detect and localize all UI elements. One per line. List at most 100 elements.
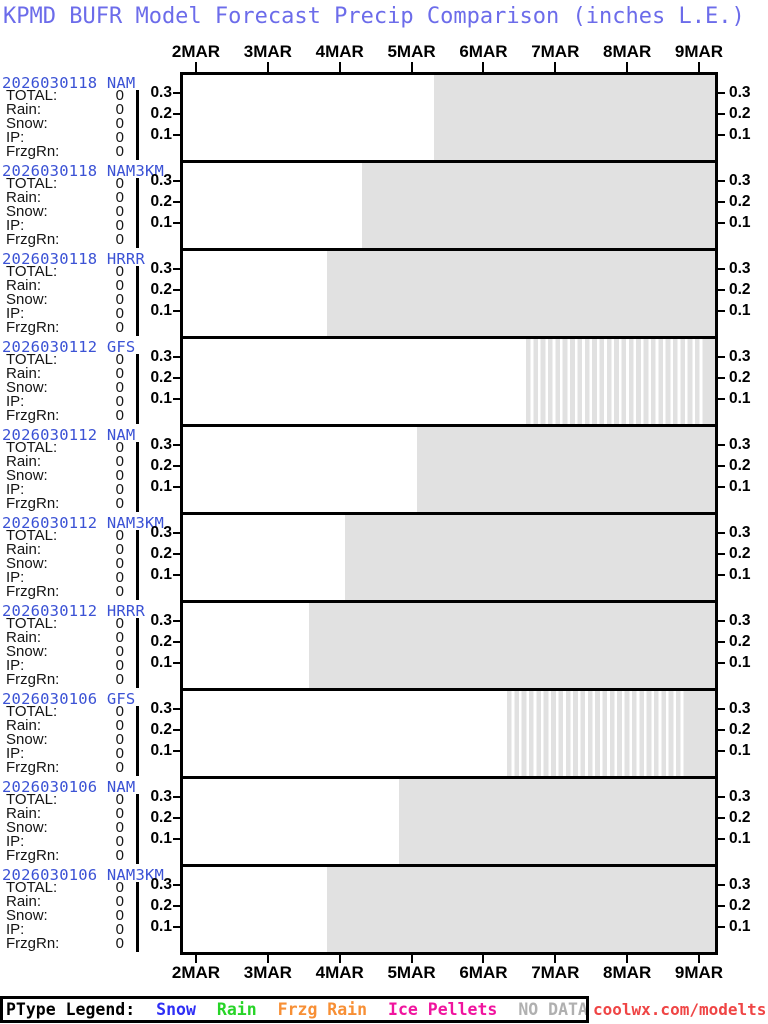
stat-row: IP: 0 (6, 218, 124, 233)
y-tick-right (718, 289, 725, 291)
panel-plot-frame (180, 600, 718, 691)
stat-row: Snow: 0 (6, 732, 124, 747)
stat-label: IP: (6, 129, 25, 146)
y-tick-left (173, 641, 180, 643)
stat-value: 0 (115, 555, 124, 572)
stat-value: 0 (115, 759, 124, 776)
no-data-region (687, 691, 715, 776)
y-tick-right (718, 444, 725, 446)
x-axis-tick (266, 62, 269, 72)
stats-divider-bar (136, 618, 139, 688)
y-tick-left (173, 310, 180, 312)
y-tick-left (173, 113, 180, 115)
stat-row: TOTAL: 0 (6, 352, 124, 367)
stat-row: FrzgRn: 0 (6, 936, 124, 951)
stat-label: TOTAL: (6, 263, 58, 280)
stat-label: TOTAL: (6, 87, 58, 104)
stat-label: IP: (6, 393, 25, 410)
stat-value: 0 (115, 847, 124, 864)
y-tick-right (718, 884, 725, 886)
x-axis-tick (195, 62, 197, 72)
panel-plot-frame (180, 688, 718, 779)
y-tick-right (718, 92, 725, 94)
no-data-region (417, 427, 715, 512)
stat-row: Snow: 0 (6, 292, 124, 307)
y-tick-label-left: 0.2 (150, 721, 172, 738)
y-tick-left (173, 708, 180, 710)
stat-row: Snow: 0 (6, 380, 124, 395)
y-tick-label-right: 0.3 (729, 876, 751, 893)
stat-row: IP: 0 (6, 394, 124, 409)
stat-label: Snow: (6, 291, 48, 308)
stat-label: Rain: (6, 541, 42, 558)
stat-row: Rain: 0 (6, 366, 124, 381)
run-label: 2026030112 NAM3KM (2, 514, 165, 532)
y-tick-right (718, 377, 725, 379)
panel-row-2026030112-hrrr: 2026030112 HRRR TOTAL: 0 Rain: 0 Snow: 0 IP: 0 Fr… (0, 600, 768, 691)
y-tick-label-left: 0.2 (150, 809, 172, 826)
y-tick-label-right: 0.2 (729, 281, 751, 298)
stats-divider-bar (136, 882, 139, 952)
y-tick-left (173, 796, 180, 798)
stat-value: 0 (115, 453, 124, 470)
y-tick-label-right: 0.1 (729, 302, 751, 319)
stat-label: IP: (6, 657, 25, 674)
stat-value: 0 (115, 569, 124, 586)
x-axis-label: 5MAR (387, 42, 436, 61)
stat-row: IP: 0 (6, 746, 124, 761)
stats-divider-bar (136, 706, 139, 776)
y-tick-left (173, 465, 180, 467)
stat-label: Rain: (6, 101, 42, 118)
stat-value: 0 (115, 703, 124, 720)
no-data-region (362, 163, 715, 248)
stat-label: FrzgRn: (6, 495, 60, 512)
x-axis-label: 2MAR (171, 42, 221, 61)
y-tick-right (718, 113, 725, 115)
x-axis-tick (482, 955, 485, 963)
y-tick-label-left: 0.3 (150, 612, 172, 629)
stats-divider-bar (136, 530, 139, 600)
stat-value: 0 (115, 393, 124, 410)
stat-row: IP: 0 (6, 834, 124, 849)
y-tick-label-right: 0.3 (729, 612, 751, 629)
stat-value: 0 (115, 203, 124, 220)
stat-label: TOTAL: (6, 791, 58, 808)
y-tick-label-left: 0.1 (150, 126, 172, 143)
panel-plot-frame (180, 72, 718, 163)
stat-label: FrzgRn: (6, 143, 60, 160)
x-axis-label: 9MAR (674, 42, 724, 61)
y-tick-label-left: 0.3 (150, 700, 172, 717)
y-tick-label-left: 0.1 (150, 566, 172, 583)
y-tick-label-left: 0.2 (150, 457, 172, 474)
stat-value: 0 (115, 263, 124, 280)
stat-row: Rain: 0 (6, 806, 124, 821)
stat-label: Rain: (6, 893, 42, 910)
stat-value: 0 (115, 791, 124, 808)
y-tick-right (718, 574, 725, 576)
y-tick-label-right: 0.2 (729, 105, 751, 122)
y-tick-label-right: 0.2 (729, 897, 751, 914)
x-axis-label: 3MAR (243, 42, 292, 61)
stats-divider-bar (136, 178, 139, 248)
stat-row: Rain: 0 (6, 454, 124, 469)
y-tick-label-left: 0.3 (150, 84, 172, 101)
stat-row: FrzgRn: 0 (6, 672, 124, 687)
panel-row-2026030112-nam3km: 2026030112 NAM3KM TOTAL: 0 Rain: 0 Snow: 0 IP: 0… (0, 512, 768, 603)
panel-row-2026030106-gfs: 2026030106 GFS TOTAL: 0 Rain: 0 Snow: 0 IP: 0 Frz… (0, 688, 768, 779)
x-axis-tick (410, 62, 413, 72)
y-tick-right (718, 532, 725, 534)
y-tick-label-right: 0.1 (729, 654, 751, 671)
stat-label: FrzgRn: (6, 847, 60, 864)
stat-label: Snow: (6, 115, 48, 132)
y-tick-label-right: 0.2 (729, 721, 751, 738)
y-tick-label-right: 0.3 (729, 260, 751, 277)
stat-value: 0 (115, 717, 124, 734)
stat-row: Snow: 0 (6, 468, 124, 483)
stat-row: TOTAL: 0 (6, 528, 124, 543)
run-label: 2026030118 NAM (2, 74, 136, 92)
stat-row: FrzgRn: 0 (6, 144, 124, 159)
run-label: 2026030118 HRRR (2, 250, 145, 268)
stat-label: Snow: (6, 907, 48, 924)
stat-row: FrzgRn: 0 (6, 232, 124, 247)
stat-label: Snow: (6, 379, 48, 396)
